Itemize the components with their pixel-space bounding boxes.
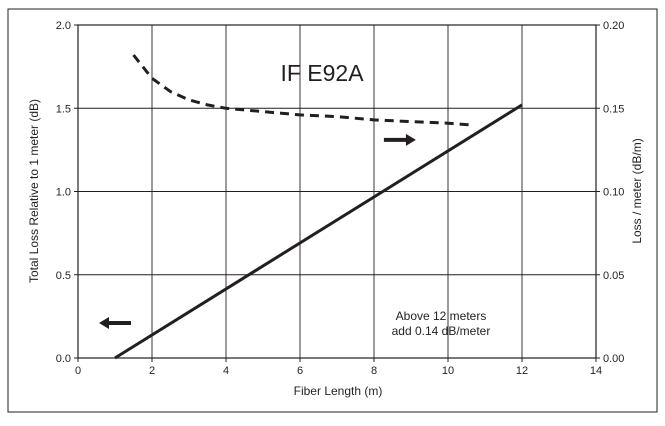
x-tick-label: 12	[516, 365, 528, 377]
y2-axis-label: Loss / meter (dB/m)	[630, 138, 644, 243]
y-tick-label: 1.0	[56, 187, 71, 199]
series-layer	[114, 54, 523, 360]
y-axis-label: Total Loss Relative to 1 meter (dB)	[27, 99, 41, 283]
y2-tick-label: 0.20	[603, 20, 624, 32]
annotation-line-1: Above 12 meters	[396, 309, 487, 323]
y-tick-label: 2.0	[56, 20, 71, 32]
x-tick-label: 10	[442, 365, 454, 377]
x-tick-label: 2	[149, 365, 155, 377]
x-tick-label: 14	[590, 365, 602, 377]
total-loss-line	[114, 103, 523, 360]
y-tick-label: 1.5	[56, 103, 71, 115]
left-arrow-icon	[99, 317, 109, 330]
arrow-layer	[99, 133, 416, 330]
loss-per-meter-line	[132, 54, 471, 127]
left-axis-ticks: 0.0 0.5 1.0 1.5 2.0	[56, 20, 78, 365]
right-arrow-icon	[405, 133, 416, 146]
y2-tick-label: 0.10	[603, 187, 624, 199]
x-tick-label: 4	[223, 365, 229, 377]
annotation-line-2: add 0.14 dB/meter	[392, 324, 491, 338]
y2-tick-label: 0.00	[603, 353, 624, 365]
x-tick-label: 0	[75, 365, 81, 377]
bottom-axis-ticks: 0 2 4 6 8 10 12 14	[75, 358, 602, 377]
grid	[78, 25, 596, 358]
y-tick-label: 0.0	[56, 353, 71, 365]
figure-border	[7, 8, 658, 413]
y2-tick-label: 0.05	[603, 270, 624, 282]
x-axis-label: Fiber Length (m)	[294, 384, 383, 398]
y2-tick-label: 0.15	[603, 103, 624, 115]
right-axis-ticks: 0.00 0.05 0.10 0.15 0.20	[596, 20, 624, 365]
x-tick-label: 6	[297, 365, 303, 377]
chart-title: IF E92A	[280, 60, 364, 86]
y-tick-label: 0.5	[56, 270, 71, 282]
x-tick-label: 8	[371, 365, 377, 377]
